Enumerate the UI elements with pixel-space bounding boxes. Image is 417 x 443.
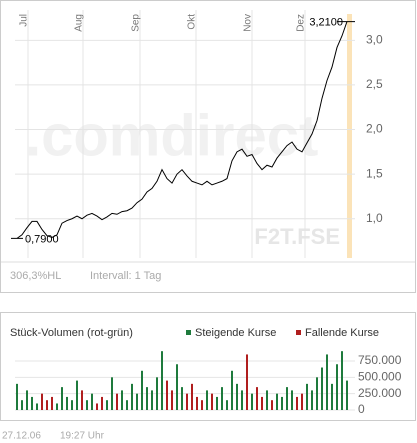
y-tick-label: 1,0	[366, 211, 383, 225]
max-label: 3,2100	[309, 17, 343, 29]
volume-bar	[51, 396, 53, 410]
volume-bar	[66, 396, 68, 410]
volume-bar	[221, 387, 223, 410]
volume-bar	[101, 396, 103, 410]
volume-bar	[21, 400, 23, 410]
volume-bar	[166, 380, 168, 410]
volume-bar	[186, 393, 188, 410]
volume-bar	[26, 390, 28, 410]
volume-bar	[61, 387, 63, 410]
x-tick-label: Dez	[296, 14, 307, 32]
price-panel	[0, 0, 416, 293]
y-tick-label: 2,0	[366, 122, 383, 136]
volume-bar	[226, 400, 228, 410]
volume-bar	[346, 380, 348, 410]
volume-bar	[301, 393, 303, 410]
volume-bar	[211, 393, 213, 410]
volume-bar	[71, 400, 73, 410]
volume-bar	[191, 383, 193, 410]
volume-bar	[81, 390, 83, 410]
volume-bar	[76, 380, 78, 410]
volume-bar	[286, 387, 288, 410]
volume-bar	[146, 387, 148, 410]
today-band	[347, 14, 352, 258]
volume-bar	[46, 400, 48, 410]
volume-bar	[321, 367, 323, 410]
footer-hl: 306,3%HL	[10, 270, 61, 282]
volume-bar	[16, 383, 18, 410]
volume-bar	[331, 383, 333, 410]
volume-bar	[111, 377, 113, 410]
volume-bar	[181, 387, 183, 410]
volume-bar	[161, 351, 163, 410]
volume-bar	[306, 383, 308, 410]
volume-bar	[256, 387, 258, 410]
y-tick-label: 0	[358, 402, 365, 416]
volume-bar	[236, 383, 238, 410]
volume-bar	[311, 390, 313, 410]
y-tick-label: 3,0	[366, 33, 383, 47]
y-tick-label: 1,5	[366, 166, 383, 180]
volume-bar	[151, 390, 153, 410]
volume-bar	[126, 400, 128, 410]
volume-bar	[36, 403, 38, 410]
volume-bar	[336, 364, 338, 410]
volume-bar	[171, 390, 173, 410]
volume-bar	[41, 393, 43, 410]
x-tick-label: Aug	[74, 14, 85, 32]
volume-bar	[121, 390, 123, 410]
volume-bar	[156, 377, 158, 410]
x-tick-label: Nov	[243, 14, 254, 32]
volume-bar	[316, 377, 318, 410]
volume-bar	[281, 396, 283, 410]
volume-title: Stück-Volumen (rot-grün)	[10, 327, 133, 339]
x-tick-label: Jul	[19, 14, 30, 27]
volume-bar	[136, 393, 138, 410]
y-tick-label: 250.000	[358, 386, 402, 400]
volume-bar	[201, 400, 203, 410]
volume-bar	[291, 390, 293, 410]
volume-bar	[251, 393, 253, 410]
footer-interval: Intervall: 1 Tag	[90, 270, 161, 282]
time: 19:27 Uhr	[60, 431, 105, 442]
y-tick-label: 500.000	[358, 369, 402, 383]
volume-bar	[341, 351, 343, 410]
volume-bar	[131, 383, 133, 410]
volume-bar	[216, 396, 218, 410]
volume-bar	[86, 400, 88, 410]
volume-bar	[246, 354, 248, 410]
legend-swatch	[186, 330, 191, 335]
volume-bar	[271, 400, 273, 410]
volume-bar	[196, 396, 198, 410]
volume-bar	[176, 364, 178, 410]
volume-bar	[96, 403, 98, 410]
volume-bar	[116, 393, 118, 410]
watermark: .comdirect	[25, 103, 318, 168]
volume-bar	[206, 390, 208, 410]
volume-bar	[241, 390, 243, 410]
price-line	[16, 21, 348, 239]
date: 27.12.06	[2, 431, 41, 442]
volume-bar	[261, 396, 263, 410]
legend-label: Steigende Kurse	[195, 327, 276, 339]
volume-bar	[326, 354, 328, 410]
symbol: F2T.FSE	[254, 224, 340, 249]
volume-bar	[231, 370, 233, 410]
volume-bar	[266, 390, 268, 410]
min-label: 0,7900	[25, 233, 59, 245]
volume-bar	[296, 396, 298, 410]
volume-bar	[276, 393, 278, 410]
volume-bar	[141, 370, 143, 410]
x-tick-label: Okt	[187, 14, 198, 30]
x-tick-label: Sep	[131, 14, 142, 32]
legend-label: Fallende Kurse	[305, 327, 379, 339]
y-tick-label: 750.000	[358, 353, 402, 367]
legend-swatch	[296, 330, 301, 335]
y-tick-label: 2,5	[366, 77, 383, 91]
volume-bar	[31, 396, 33, 410]
volume-bar	[106, 400, 108, 410]
volume-bar	[91, 393, 93, 410]
volume-bar	[56, 403, 58, 410]
